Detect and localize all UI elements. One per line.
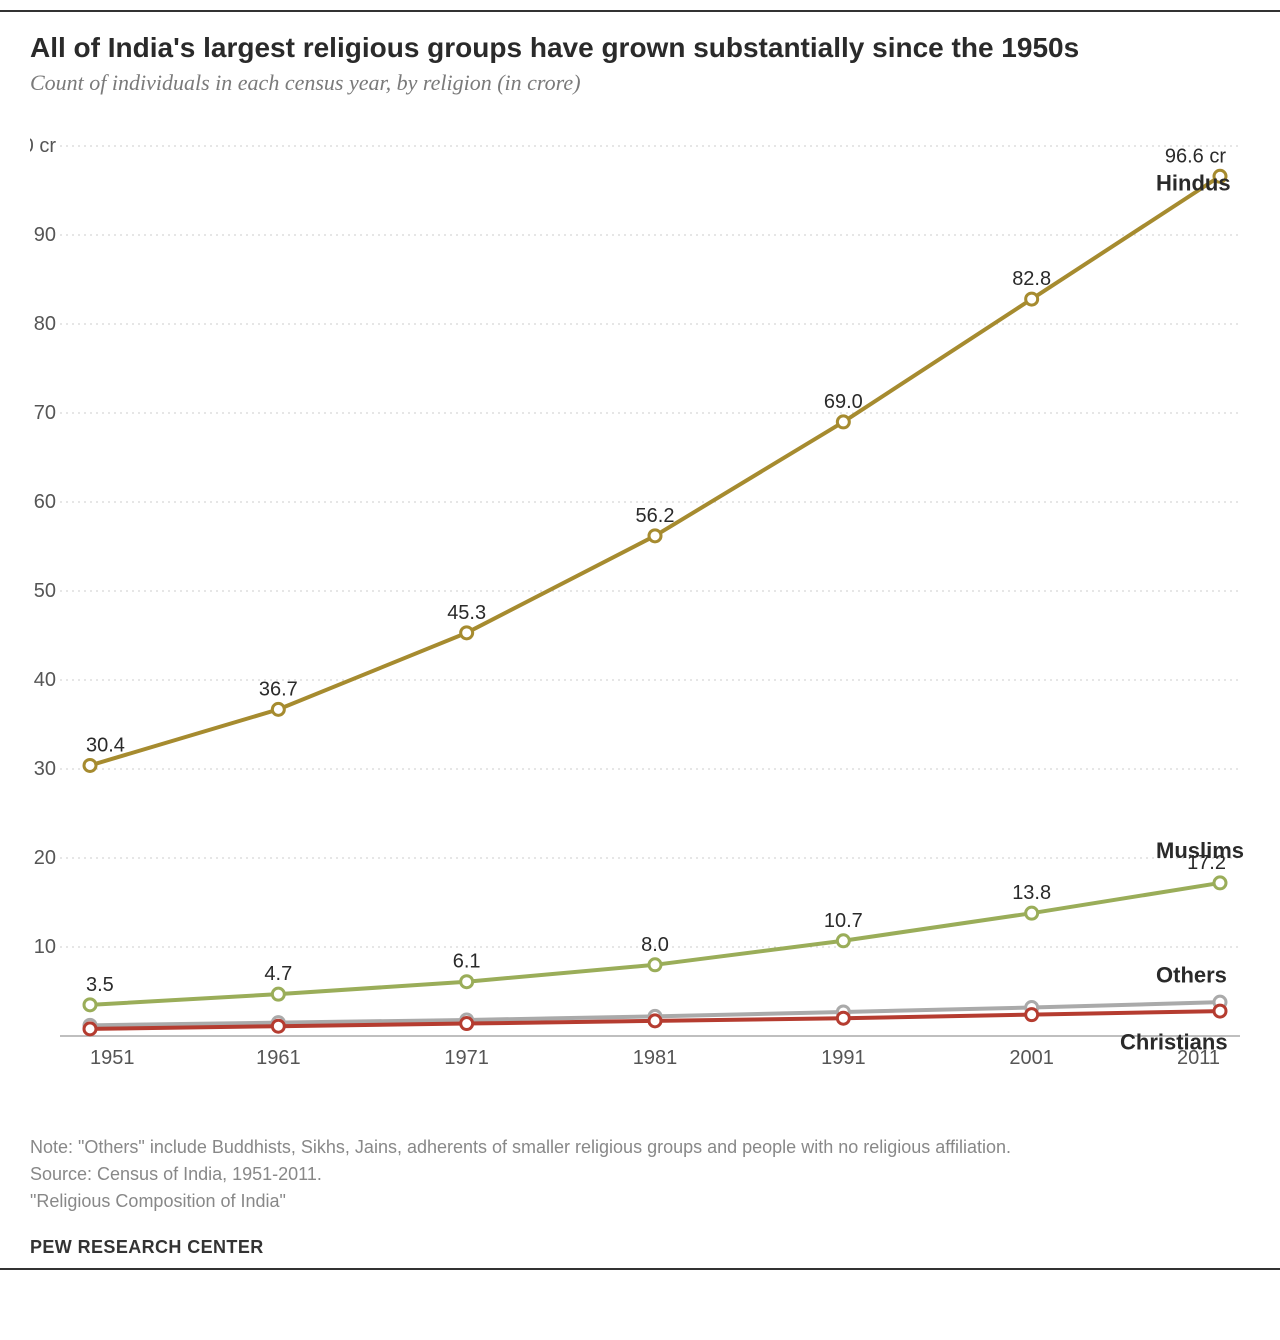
svg-text:100 cr: 100 cr	[30, 135, 56, 157]
svg-text:60: 60	[34, 491, 56, 513]
svg-text:8.0: 8.0	[641, 934, 669, 956]
svg-text:96.6 cr: 96.6 cr	[1165, 145, 1226, 167]
svg-text:70: 70	[34, 402, 56, 424]
svg-text:13.8: 13.8	[1012, 882, 1051, 904]
svg-text:Christians: Christians	[1120, 1029, 1228, 1054]
svg-text:1961: 1961	[256, 1047, 301, 1069]
svg-text:4.7: 4.7	[264, 963, 292, 985]
svg-text:40: 40	[34, 669, 56, 691]
note-line: "Religious Composition of India"	[30, 1188, 1250, 1215]
svg-text:1981: 1981	[633, 1047, 678, 1069]
svg-text:69.0: 69.0	[824, 391, 863, 413]
svg-text:3.5: 3.5	[86, 974, 114, 996]
svg-text:Others: Others	[1156, 963, 1227, 988]
svg-text:1991: 1991	[821, 1047, 866, 1069]
attribution: PEW RESEARCH CENTER	[30, 1237, 1250, 1258]
svg-text:80: 80	[34, 313, 56, 335]
svg-text:36.7: 36.7	[259, 678, 298, 700]
chart-container: All of India's largest religious groups …	[0, 10, 1280, 1270]
chart-plot-area: 10 20 30 40 50 60 70 80 90 100 cr 1951 1961 1971 1981…	[30, 116, 1250, 1116]
svg-text:10: 10	[34, 936, 56, 958]
chart-notes: Note: "Others" include Buddhists, Sikhs,…	[30, 1134, 1250, 1215]
svg-text:1971: 1971	[444, 1047, 489, 1069]
svg-text:50: 50	[34, 580, 56, 602]
svg-text:82.8: 82.8	[1012, 268, 1051, 290]
chart-subtitle: Count of individuals in each census year…	[30, 70, 1250, 96]
svg-text:Hindus: Hindus	[1156, 171, 1231, 196]
svg-text:30.4: 30.4	[86, 734, 125, 756]
svg-text:90: 90	[34, 224, 56, 246]
svg-text:30: 30	[34, 758, 56, 780]
chart-title: All of India's largest religious groups …	[30, 32, 1250, 64]
svg-text:Muslims: Muslims	[1156, 838, 1244, 863]
svg-text:45.3: 45.3	[447, 602, 486, 624]
svg-text:1951: 1951	[90, 1047, 135, 1069]
svg-text:6.1: 6.1	[453, 951, 481, 973]
note-line: Source: Census of India, 1951-2011.	[30, 1161, 1250, 1188]
svg-text:20: 20	[34, 847, 56, 869]
svg-text:56.2: 56.2	[636, 505, 675, 527]
svg-text:10.7: 10.7	[824, 910, 863, 932]
note-line: Note: "Others" include Buddhists, Sikhs,…	[30, 1134, 1250, 1161]
line-chart-svg: 10 20 30 40 50 60 70 80 90 100 cr 1951 1961 1971 1981…	[30, 116, 1250, 1116]
svg-text:2001: 2001	[1009, 1047, 1054, 1069]
